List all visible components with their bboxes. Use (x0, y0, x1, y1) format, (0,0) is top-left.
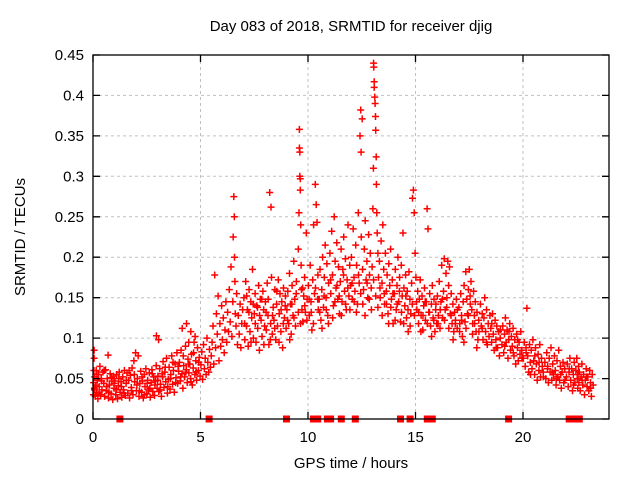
y-tick-label: 0.1 (63, 330, 84, 347)
x-tick-label: 0 (89, 429, 97, 446)
y-tick-label: 0.15 (55, 290, 84, 307)
x-tick-label: 15 (407, 429, 424, 446)
y-tick-label: 0.4 (63, 87, 84, 104)
x-tick-label: 20 (515, 429, 532, 446)
chart-title: Day 083 of 2018, SRMTID for receiver dji… (210, 18, 493, 35)
y-tick-label: 0.45 (55, 47, 84, 64)
y-tick-label: 0 (76, 411, 84, 428)
y-tick-label: 0.35 (55, 128, 84, 145)
x-tick-label: 5 (196, 429, 204, 446)
y-tick-label: 0.2 (63, 249, 84, 266)
y-tick-label: 0.25 (55, 209, 84, 226)
y-axis-label: SRMTID / TECUs (12, 178, 29, 296)
plot-border (92, 54, 610, 420)
y-tick-label: 0.3 (63, 168, 84, 185)
x-tick-label: 10 (300, 429, 317, 446)
y-tick-label: 0.05 (55, 371, 84, 388)
x-axis-label: GPS time / hours (294, 455, 408, 472)
tick-marks (92, 54, 609, 420)
